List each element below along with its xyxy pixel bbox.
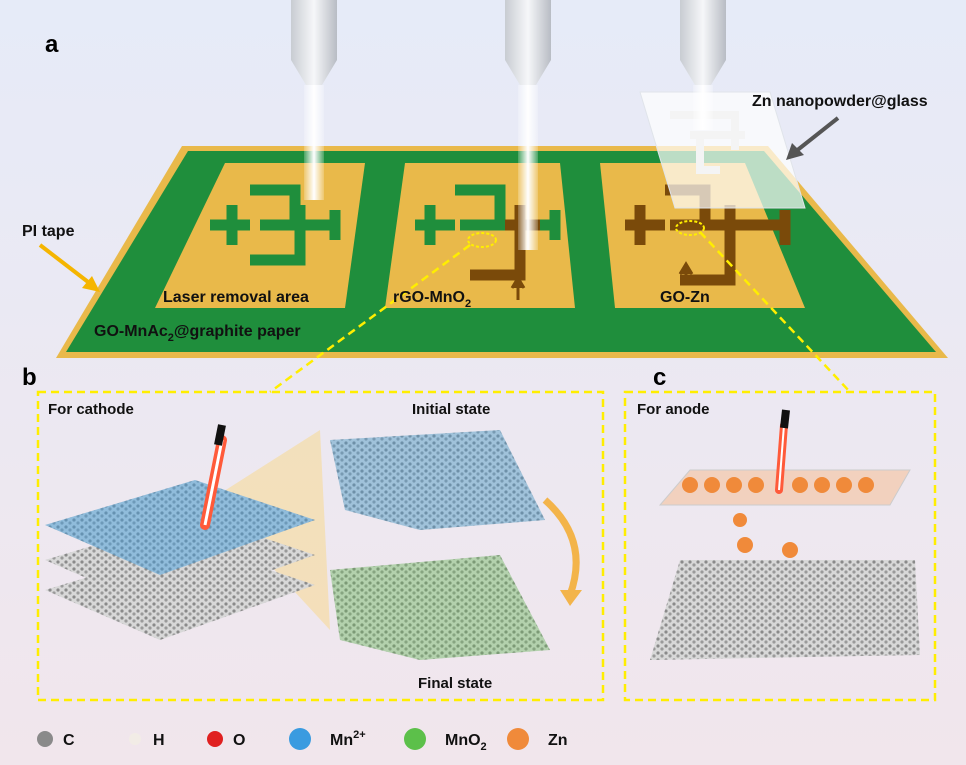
panel-label-c: c: [653, 364, 666, 391]
legend-label: MnO2: [445, 732, 487, 753]
transition-arrowhead: [560, 590, 582, 606]
legend-swatch: [207, 731, 223, 747]
laser-head-1: [291, 0, 337, 200]
legend-label: Zn: [548, 732, 568, 749]
panel-label-b: b: [22, 364, 37, 391]
zn-pattern-on-glass: [670, 111, 745, 174]
laser-removal-label: Laser removal area: [163, 289, 309, 306]
legend-label: O: [233, 732, 245, 749]
substrate-label: GO-MnAc2@graphite paper: [94, 323, 301, 344]
interdigital-pattern-1: [210, 184, 341, 266]
zoom-line-b: [269, 243, 471, 394]
panel-label-a: a: [45, 31, 59, 58]
for-cathode-label: For cathode: [48, 401, 134, 418]
zn-glass-label: Zn nanopowder@glass: [752, 93, 928, 110]
legend-label: C: [63, 732, 75, 749]
initial-state-mn-overlay: [330, 430, 545, 530]
for-anode-label: For anode: [637, 401, 710, 418]
laser-head-3: [680, 0, 726, 130]
anode-graphene-sheet: [650, 560, 920, 660]
final-state-mno2-overlay: [330, 555, 550, 660]
final-state-label: Final state: [418, 675, 492, 692]
zn-glass-slide: [639, 91, 806, 209]
go-zn-label: GO-Zn: [660, 289, 710, 306]
legend-label: Mn2+: [330, 729, 366, 749]
legend-item: C: [37, 731, 75, 749]
initial-state-label: Initial state: [412, 401, 490, 418]
legend-swatch: [129, 733, 141, 745]
initial-state-sheet: [330, 430, 545, 530]
highlight-ellipse-cathode: [467, 232, 497, 248]
legend-swatch: [37, 731, 53, 747]
legend-item: H: [129, 732, 165, 749]
panel-c: [623, 390, 937, 702]
pi-tape-arrow: [38, 243, 94, 287]
anode-box: [623, 390, 937, 702]
final-state-sheet: [330, 555, 550, 660]
zoom-line-c: [699, 231, 851, 393]
arrow-go-zn: [678, 261, 694, 282]
legend-swatch: [404, 728, 426, 750]
legend-item: MnO2: [404, 728, 487, 753]
rgo-mno2-label: rGO-MnO2: [393, 289, 471, 310]
highlight-ellipse-anode: [675, 220, 705, 236]
panel-b: [36, 390, 605, 702]
legend-item: O: [207, 731, 245, 749]
cathode-box: [36, 390, 605, 702]
legend: C H O Mn2+ MnO2 Zn: [37, 728, 568, 753]
pi-tape-label: PI tape: [22, 223, 75, 240]
zn-glass-arrow: [793, 116, 840, 154]
panel-a: [38, 0, 948, 358]
zn-glass-arrowhead: [786, 143, 804, 160]
legend-swatch: [507, 728, 529, 750]
legend-item: Mn2+: [289, 728, 366, 750]
legend-label: H: [153, 732, 165, 749]
legend-item: Zn: [507, 728, 568, 750]
cathode-graphene-stack: [45, 480, 315, 640]
laser-head-2: [505, 0, 551, 250]
laser-pen-anode: [775, 409, 790, 494]
transition-arrow: [542, 497, 580, 597]
laser-pen-cathode: [200, 424, 227, 530]
legend-swatch: [289, 728, 311, 750]
arrow-rgo-mno2: [510, 275, 526, 300]
pi-tape-arrowhead: [82, 276, 100, 292]
